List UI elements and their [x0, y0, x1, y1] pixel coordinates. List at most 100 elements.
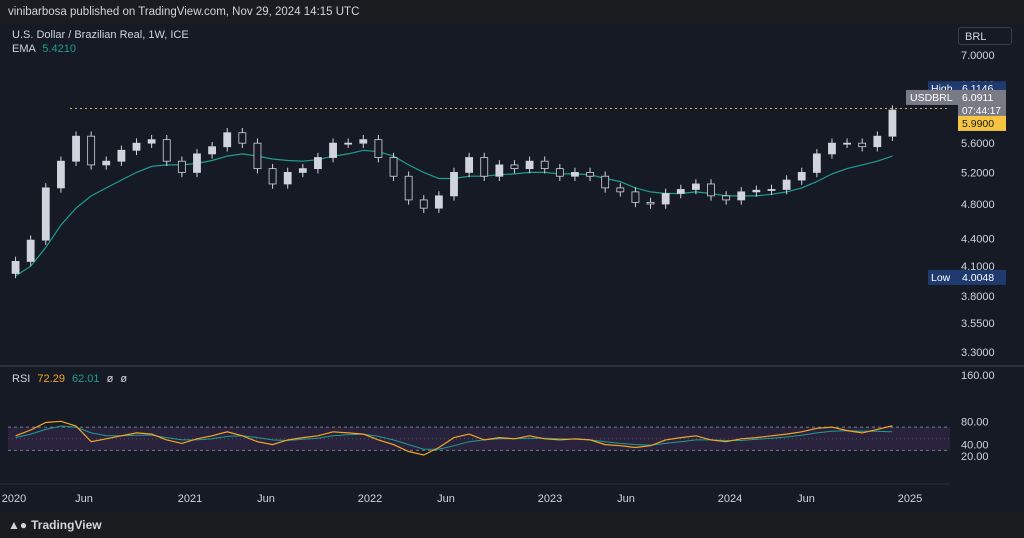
candle-body — [616, 187, 625, 193]
candle-body — [676, 189, 685, 194]
rsi-legend-extra1: ø — [106, 373, 114, 385]
candle-body — [41, 187, 50, 241]
ema-legend-name: EMA — [12, 43, 36, 55]
candle-body — [631, 191, 640, 203]
currency-label[interactable]: BRL — [958, 27, 1012, 45]
y-tick-label: 5.6000 — [961, 138, 995, 150]
y-tick-label: 4.8000 — [961, 199, 995, 211]
candle-body — [329, 142, 337, 158]
candle-body — [223, 132, 232, 148]
candle-body — [419, 199, 428, 209]
price-chart-svg[interactable]: 7.00006.50005.60005.20004.80004.40004.10… — [0, 24, 1024, 512]
low-marker-value: 4.0048 — [962, 272, 994, 284]
candle-body — [737, 191, 746, 201]
candle-body — [359, 139, 368, 144]
x-tick-label: 2020 — [2, 493, 26, 505]
rsi-legend-extra2: ø — [120, 373, 128, 385]
candle-body — [72, 135, 80, 162]
main-legend-title: U.S. Dollar / Brazilian Real, 1W, ICE — [12, 29, 189, 41]
y-tick-label: 3.8000 — [961, 291, 995, 303]
y-tick-label: 5.2000 — [961, 167, 995, 179]
low-marker-label-bg — [928, 269, 960, 285]
candle-body — [555, 168, 564, 177]
candle-body — [782, 179, 791, 190]
ema-price-bg — [958, 115, 1006, 131]
x-tick-label: 2021 — [178, 493, 202, 505]
candle-body — [374, 139, 383, 158]
candle-body — [661, 193, 670, 205]
candle-body — [480, 157, 489, 177]
candle-body — [193, 153, 201, 173]
candle-body — [314, 157, 322, 170]
ema-price-value: 5.9900 — [962, 118, 994, 130]
candle-body — [465, 157, 474, 173]
x-tick-label: Jun — [257, 493, 275, 505]
candle-body — [601, 175, 610, 189]
ema-legend: EMA 5.4210 — [12, 43, 76, 55]
candle-body — [132, 142, 141, 151]
candle-body — [858, 142, 867, 148]
x-tick-label: 2023 — [538, 493, 562, 505]
symbol-value-bg — [958, 89, 1006, 118]
candle-body — [208, 146, 217, 155]
low-marker-label: Low — [931, 272, 951, 284]
candle-body — [812, 153, 821, 173]
rsi-band — [8, 427, 950, 451]
candle-body — [752, 189, 761, 193]
candle-body — [691, 183, 700, 190]
y-tick-label: 4.4000 — [961, 233, 995, 245]
candle-body — [87, 135, 96, 166]
top-bar: vinibarbosa published on TradingView.com… — [0, 0, 1024, 24]
x-tick-label: Jun — [437, 493, 455, 505]
candle-body — [767, 189, 776, 191]
candle-body — [525, 160, 534, 170]
x-tick-label: Jun — [617, 493, 635, 505]
candle-body — [828, 142, 836, 155]
candle-body — [450, 172, 458, 197]
candle-body — [298, 168, 307, 173]
x-tick-label: Jun — [75, 493, 93, 505]
candle-body — [797, 172, 806, 181]
candle-body — [404, 175, 413, 201]
candle-body — [11, 261, 20, 274]
symbol-label: USDBRL — [910, 92, 953, 104]
rsi-y-tick: 80.00 — [961, 416, 989, 428]
tradingview-logo[interactable]: ▲● TradingView — [8, 518, 102, 532]
candle-body — [571, 172, 579, 177]
candle-body — [147, 139, 156, 144]
tradingview-logo-icon: ▲● — [8, 518, 28, 532]
candle-body — [434, 195, 443, 209]
candle-body — [843, 142, 851, 145]
x-tick-label: 2022 — [358, 493, 382, 505]
y-tick-label: 3.3000 — [961, 347, 995, 359]
candle-body — [586, 172, 594, 177]
candle-body — [177, 160, 186, 173]
rsi-legend-value: 72.29 — [37, 373, 65, 385]
rsi-ma-legend-value: 62.01 — [72, 373, 100, 385]
rsi-y-tick: 40.00 — [961, 440, 989, 452]
candle-body — [238, 132, 247, 144]
candle-body — [117, 149, 126, 162]
candle-body — [253, 142, 262, 170]
x-tick-label: Jun — [797, 493, 815, 505]
ema-legend-value: 5.4210 — [42, 43, 76, 55]
x-tick-label: 2024 — [718, 493, 742, 505]
candle-body — [873, 135, 882, 148]
symbol-label-bg — [906, 89, 960, 105]
candle-body — [389, 157, 398, 177]
candle-body — [510, 164, 519, 170]
candle-body — [268, 168, 277, 185]
candle-body — [57, 160, 65, 189]
rsi-ma-line — [15, 425, 893, 450]
y-tick-label: 3.5500 — [961, 318, 995, 330]
chart-area[interactable]: 7.00006.50005.60005.20004.80004.40004.10… — [0, 24, 1024, 512]
rsi-legend-name: RSI — [12, 373, 31, 385]
candle-body — [495, 164, 504, 177]
footer: ▲● TradingView — [0, 512, 1024, 538]
symbol-value: 6.0911 — [962, 92, 993, 104]
candle-body — [26, 239, 35, 262]
candle-body — [344, 142, 353, 145]
published-caption: vinibarbosa published on TradingView.com… — [8, 6, 360, 18]
candle-body — [707, 183, 715, 197]
candle-body — [540, 160, 549, 170]
